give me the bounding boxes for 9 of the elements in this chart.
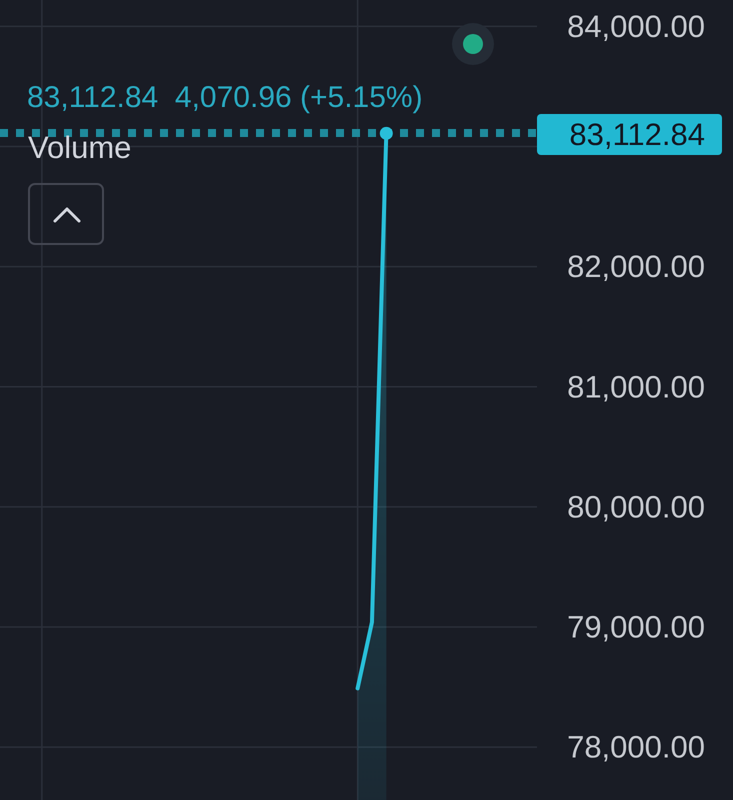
y-tick-label: 80,000.00 [567,489,705,524]
y-tick-label: 84,000.00 [567,8,705,44]
y-tick-label: 79,000.00 [567,610,705,645]
annotation: Volume [28,130,132,165]
text: 83,112.84 4,070.96 (+5.15%) [27,81,423,114]
y-tick-label: 81,000.00 [567,369,705,404]
ref-line-label: 83,112.84 [569,116,705,152]
y-tick-label: 82,000.00 [567,249,705,284]
y-tick-label: 78,000.00 [567,730,705,765]
